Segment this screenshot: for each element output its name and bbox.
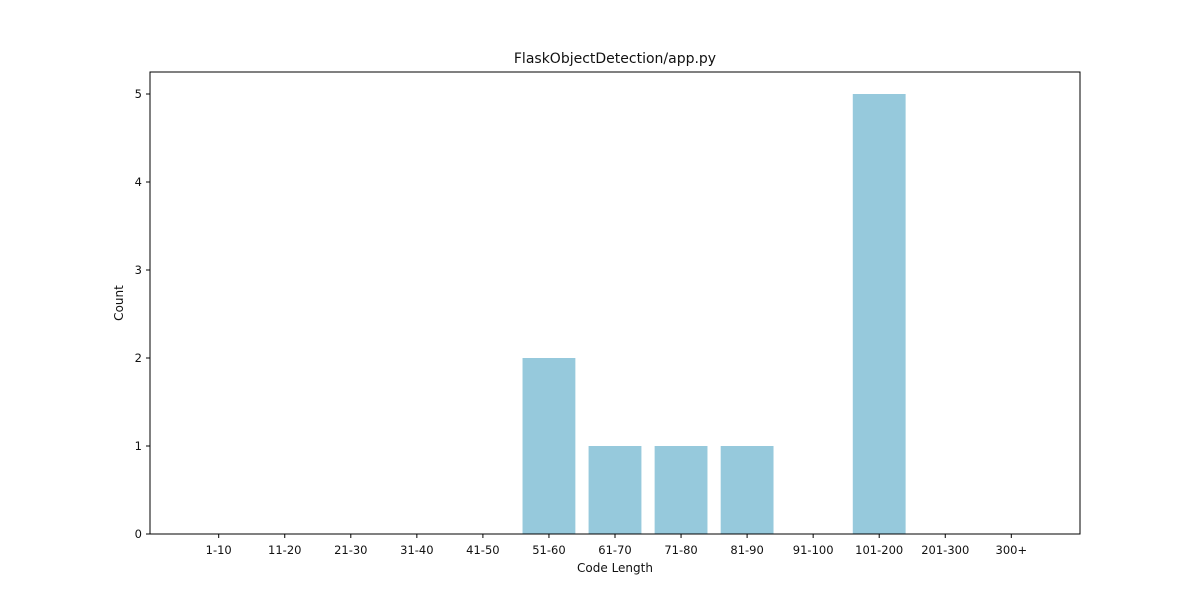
x-tick-label: 61-70 [598,543,631,557]
y-tick-label: 4 [135,175,142,189]
y-tick-label: 3 [135,263,142,277]
x-tick-label: 201-300 [921,543,969,557]
y-axis-label: Count [112,285,126,321]
x-tick-label: 31-40 [400,543,433,557]
bar-81-90 [720,446,774,534]
y-axis-ticks: 0 1 2 3 4 5 [135,87,150,541]
x-tick-label: 51-60 [532,543,565,557]
bars-group [522,94,906,534]
y-tick-label: 5 [135,87,142,101]
bar-101-200 [852,94,906,534]
x-axis-ticks: 1-10 11-20 21-30 31-40 41-50 51-60 61-70 71-80 8… [206,534,1027,557]
x-tick-label: 91-100 [793,543,834,557]
y-tick-label: 0 [135,527,142,541]
bar-71-80 [654,446,708,534]
x-tick-label: 1-10 [206,543,232,557]
chart-title: FlaskObjectDetection/app.py [514,51,716,67]
x-tick-label: 101-200 [855,543,903,557]
x-tick-label: 21-30 [334,543,367,557]
y-tick-label: 1 [135,439,142,453]
y-tick-label: 2 [135,351,142,365]
x-tick-label: 81-90 [730,543,763,557]
x-tick-label: 71-80 [664,543,697,557]
bar-61-70 [588,446,642,534]
x-tick-label: 300+ [996,543,1028,557]
x-axis-label: Code Length [577,561,653,575]
x-tick-label: 11-20 [268,543,301,557]
bar-51-60 [522,358,576,534]
plot-area-frame [149,71,1081,535]
x-tick-label: 41-50 [466,543,499,557]
